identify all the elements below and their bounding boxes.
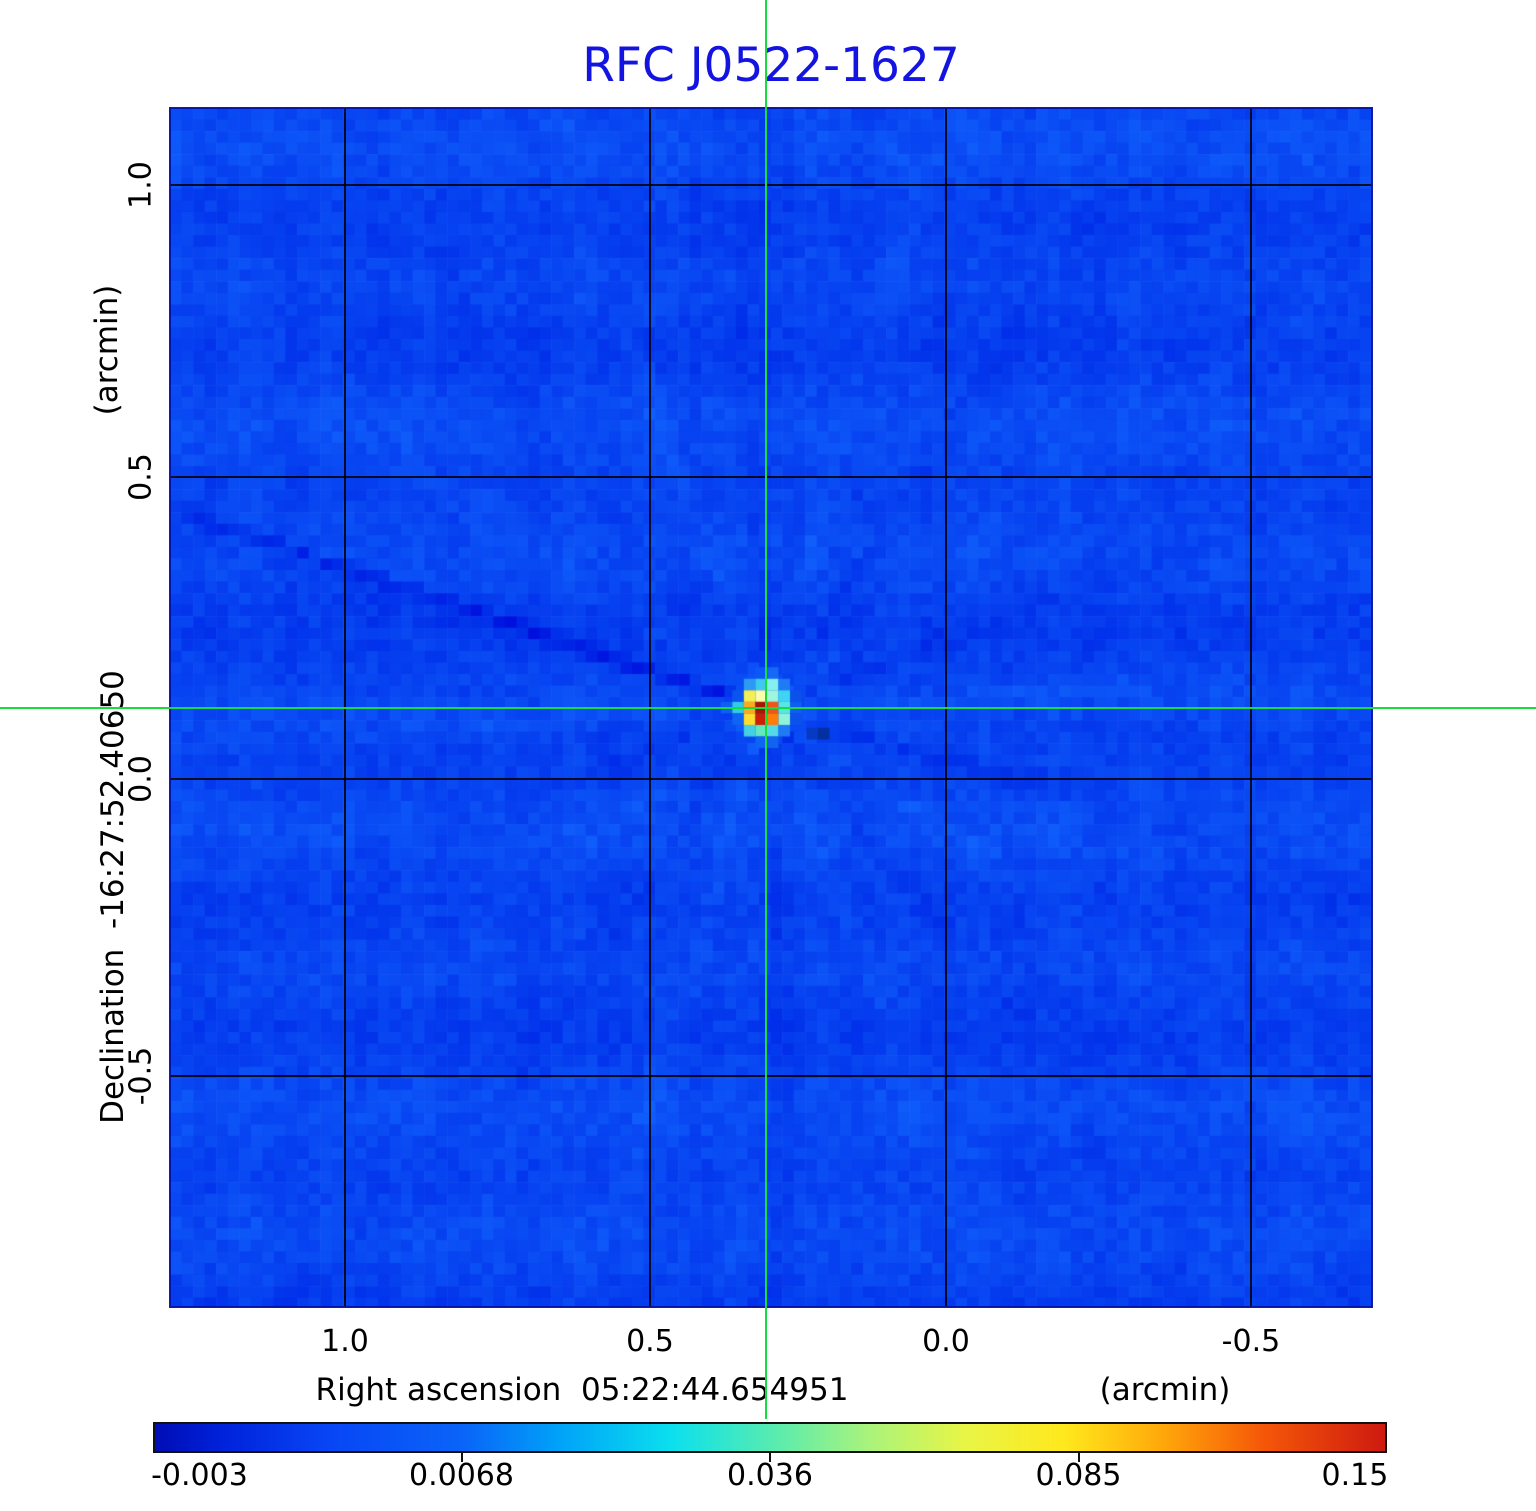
colorbar-tick-mark [1077,1453,1080,1462]
crosshair-vertical-line [764,0,767,1419]
grid-line-horizontal [170,183,1372,186]
grid-line-horizontal [170,1075,1372,1078]
ra-axis-unit-label: (arcmin) [1099,1372,1231,1408]
ra-tick-label: 0.0 [922,1324,970,1359]
ra-axis-label: Right ascension 05:22:44.654951 [315,1372,849,1408]
grid-line-horizontal [170,777,1372,780]
colorbar-gradient [153,1422,1387,1453]
colorbar-tick-label: 0.15 [1321,1458,1389,1493]
colorbar-tick-label: 0.085 [1035,1458,1122,1493]
crosshair-horizontal-line [0,706,1536,709]
ra-tick-label: 1.0 [321,1324,369,1359]
grid-line-horizontal [170,476,1372,479]
figure-title: RFC J0522-1627 [582,38,960,93]
ra-tick-label: 0.5 [626,1324,674,1359]
dec-tick-label: 0.5 [123,453,159,501]
colorbar-tick-label: -0.003 [151,1458,248,1493]
colorbar-tick-label: 0.0068 [409,1458,514,1493]
dec-axis-unit-label: (arcmin) [89,284,125,416]
ra-tick-label: -0.5 [1221,1324,1281,1359]
colorbar-tick-label: 0.036 [727,1458,813,1493]
colorbar-tick-mark [769,1453,771,1462]
colorbar-tick-mark [460,1453,463,1462]
dec-axis-label: Declination -16:27:52.40650 [95,670,131,1124]
dec-tick-label: 1.0 [123,161,159,209]
